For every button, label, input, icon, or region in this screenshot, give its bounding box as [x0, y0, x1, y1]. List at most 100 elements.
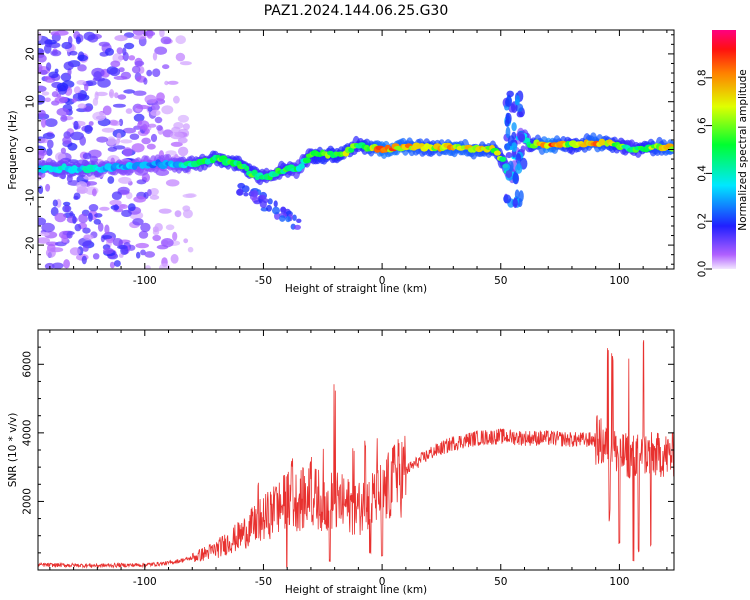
noise-blob	[177, 114, 189, 123]
noise-blob	[38, 85, 47, 93]
noise-blob	[101, 235, 113, 240]
spectrogram-y-label: Frequency (Hz)	[7, 110, 19, 189]
noise-blob	[170, 253, 179, 264]
noise-blob	[109, 89, 115, 99]
noise-blob	[93, 218, 102, 225]
noise-blob	[164, 80, 169, 86]
noise-blob	[111, 191, 122, 200]
x-tick-label: 0	[379, 275, 386, 287]
noise-blob	[45, 183, 51, 192]
colorbar-tick-label: 0.6	[697, 117, 709, 134]
noise-blob	[72, 215, 77, 224]
track-core	[302, 157, 311, 164]
noise-blob	[69, 50, 78, 56]
noise-blob	[154, 116, 163, 124]
noise-blob	[117, 94, 127, 100]
spectrogram-x-label: Height of straight line (km)	[285, 283, 427, 295]
snr-panel: -100 -50 0 50 100 2000 4000 6000 Height of str…	[7, 329, 675, 596]
track-smear	[505, 152, 513, 159]
track-branch	[293, 224, 301, 230]
noise-blob	[167, 80, 179, 85]
track-branch	[259, 200, 267, 209]
noise-blob	[74, 223, 82, 232]
noise-blob	[143, 77, 148, 85]
noise-blob	[160, 238, 174, 248]
track-smear	[516, 111, 523, 118]
noise-blob	[77, 64, 87, 72]
noise-blob	[66, 231, 73, 239]
noise-blob	[173, 95, 180, 104]
track-branch	[250, 190, 259, 198]
noise-blob	[96, 136, 109, 143]
track-branch	[279, 215, 286, 222]
noise-blob	[38, 54, 47, 63]
noise-blob	[110, 60, 121, 68]
track-branch	[266, 204, 272, 212]
noise-blob	[46, 241, 59, 247]
noise-blob	[50, 206, 59, 217]
noise-blob	[63, 259, 70, 269]
track-branch	[273, 200, 278, 208]
noise-blob	[112, 103, 126, 108]
noise-blob	[77, 103, 87, 109]
noise-blob	[114, 35, 128, 42]
noise-blob	[88, 149, 102, 159]
noise-blob	[82, 245, 89, 252]
noise-blob	[38, 217, 47, 226]
y-tick-label: 6000	[22, 351, 34, 378]
noise-blob	[123, 89, 135, 94]
snr-plot-area	[38, 330, 674, 570]
noise-blob	[71, 98, 78, 103]
noise-blob	[187, 246, 194, 253]
noise-blob	[84, 124, 93, 134]
noise-blob	[172, 231, 178, 241]
noise-blob	[129, 133, 140, 140]
noise-blob	[152, 68, 161, 77]
track-smear	[502, 163, 511, 171]
noise-blob	[154, 223, 163, 232]
noise-blob	[39, 49, 45, 55]
noise-blob	[179, 61, 192, 66]
noise-blob	[38, 35, 49, 45]
track-smear	[514, 99, 520, 106]
noise-blob	[185, 193, 197, 198]
noise-blob	[143, 30, 156, 37]
noise-blob	[114, 92, 119, 99]
noise-blob	[109, 261, 115, 269]
noise-blob	[117, 186, 130, 195]
x-tick-label: 100	[609, 576, 629, 588]
noise-blob	[116, 47, 124, 55]
noise-blob	[133, 90, 147, 96]
noise-blob	[76, 181, 88, 190]
track-smear	[515, 163, 523, 174]
noise-blob	[170, 141, 183, 147]
noise-blob	[73, 120, 79, 130]
noise-blob	[88, 121, 94, 126]
noise-blob	[115, 139, 120, 146]
noise-blob	[104, 224, 110, 235]
colorbar: 0.0 0.2 0.4 0.6 0.8 Normalized spectral ampl…	[697, 30, 749, 277]
noise-blob	[146, 143, 156, 150]
x-tick-label: 0	[379, 576, 386, 588]
noise-blob	[137, 120, 150, 130]
noise-blob	[183, 238, 189, 244]
noise-blob	[122, 51, 129, 62]
noise-blob	[98, 41, 110, 47]
noise-blob	[132, 30, 145, 36]
noise-blob	[150, 103, 160, 111]
x-tick-label: -50	[255, 576, 272, 588]
noise-blob	[156, 125, 163, 131]
noise-blob	[93, 71, 102, 81]
track-core	[493, 150, 501, 156]
noise-blob	[77, 54, 88, 62]
colorbar-tick-label: 0.2	[697, 213, 709, 230]
noise-blob	[149, 194, 160, 200]
noise-blob	[42, 132, 56, 140]
noise-blob	[73, 86, 81, 94]
noise-blob	[54, 30, 69, 36]
noise-blob	[150, 133, 158, 143]
noise-blob	[171, 126, 181, 133]
track-branch	[258, 194, 267, 200]
noise-blob	[38, 63, 43, 73]
track-smear	[511, 122, 517, 132]
